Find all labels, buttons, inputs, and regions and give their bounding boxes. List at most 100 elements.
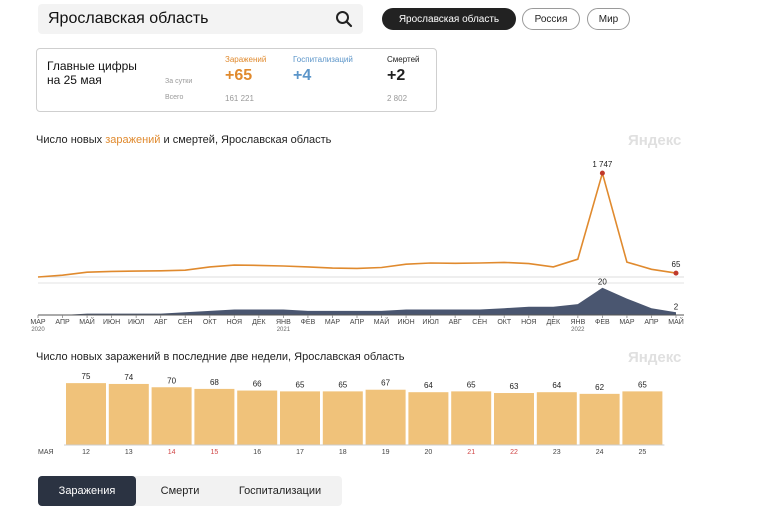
bar — [322, 391, 363, 445]
search-icon[interactable] — [335, 10, 353, 28]
day-label: 25 — [639, 449, 647, 456]
day-label: 14 — [168, 449, 176, 456]
region-button-yaroslavl[interactable]: Ярославская область — [382, 8, 516, 30]
bar — [408, 392, 449, 445]
chart2-svg: 75 12 74 13 70 14 68 15 66 16 65 17 65 18 67 19 64 20 65 21… — [38, 372, 665, 456]
last-point-infections — [673, 270, 679, 276]
row-label-daily: За сутки — [165, 78, 193, 85]
bar-value-label: 66 — [253, 380, 262, 389]
tab-deaths[interactable]: Смерти — [142, 476, 218, 506]
month-label: ЯНВ — [570, 319, 585, 326]
bar — [451, 391, 492, 445]
bar-value-label: 70 — [167, 376, 176, 385]
chart1-title-pre: Число новых — [36, 134, 106, 146]
month-label: ИЮЛ — [422, 319, 439, 326]
chart1-watermark: Яндекс — [628, 132, 682, 149]
stat-infections-total: 161 221 — [225, 94, 254, 103]
region-button-label: Россия — [534, 13, 568, 25]
stat-hospitalizations-label: Госпитализаций — [293, 55, 353, 64]
bar-value-label: 75 — [82, 372, 91, 381]
month-label: ИЮН — [397, 319, 414, 326]
stat-deaths-label: Смертей — [387, 55, 420, 64]
chart1-title-post: и смертей, Ярославская область — [160, 134, 332, 146]
peak-label-deaths: 20 — [598, 278, 607, 287]
month-label: ЯНВ — [276, 319, 291, 326]
month-label: АВГ — [154, 319, 167, 326]
bar — [494, 393, 534, 445]
month-label: МАР — [30, 319, 46, 326]
stat-hospitalizations-daily: +4 — [293, 67, 312, 84]
year-label: 2020 — [31, 327, 45, 333]
month-label: СЕН — [178, 319, 193, 326]
bar — [66, 383, 106, 445]
stat-infections-daily: +65 — [225, 67, 253, 84]
region-button-russia[interactable]: Россия — [522, 8, 580, 30]
month-label: АВГ — [449, 319, 462, 326]
stat-infections-label: Заражений — [225, 55, 267, 64]
series-line-infections — [37, 170, 677, 278]
day-label: 20 — [425, 449, 433, 456]
bar-value-label: 65 — [638, 380, 647, 389]
stat-deaths-daily: +2 — [387, 67, 406, 84]
year-label: 2022 — [571, 327, 585, 333]
peak-point-infections — [599, 170, 605, 176]
day-label: 13 — [125, 449, 133, 456]
day-label: 15 — [211, 449, 219, 456]
month-label: ИЮЛ — [128, 319, 145, 326]
tab-infections[interactable]: Заражения — [38, 476, 136, 506]
bar — [579, 393, 620, 445]
month-label: АПР — [55, 319, 70, 326]
bar — [365, 389, 406, 445]
region-button-world[interactable]: Мир — [587, 8, 630, 30]
month-label: ОКТ — [203, 319, 218, 326]
month-label: МАЯ — [38, 449, 54, 456]
series-area-deaths — [38, 287, 676, 315]
summary-title: Главные цифры на 25 мая — [47, 59, 137, 87]
day-label: 12 — [82, 449, 90, 456]
month-label: ФЕВ — [595, 319, 610, 326]
search-box[interactable]: Ярославская область — [38, 4, 363, 34]
bar — [108, 383, 149, 445]
month-label: ДЕК — [547, 319, 561, 326]
month-label: МАР — [325, 319, 341, 326]
chart2-watermark: Яндекс — [628, 349, 682, 366]
summary-title-line2: на 25 мая — [47, 73, 102, 87]
day-label: 17 — [296, 449, 304, 456]
search-input[interactable]: Ярославская область — [48, 10, 209, 27]
month-label: ФЕВ — [301, 319, 316, 326]
summary-card: Главные цифры на 25 мая За сутки Всего З… — [36, 48, 437, 112]
month-label: МАЙ — [668, 317, 684, 326]
month-label: АПР — [350, 319, 365, 326]
tab-infections-label: Заражения — [58, 485, 116, 497]
stat-infections: Заражений +65 161 221 — [225, 55, 266, 103]
bar — [280, 391, 320, 445]
bar-value-label: 64 — [552, 381, 561, 390]
bar-value-label: 68 — [210, 378, 219, 387]
bar-value-label: 67 — [381, 379, 390, 388]
bar-value-label: 65 — [467, 380, 476, 389]
day-label: 16 — [253, 449, 261, 456]
chart1-title-highlight: заражений — [105, 134, 161, 146]
day-label: 22 — [510, 449, 518, 456]
bar — [622, 391, 663, 445]
chart2-title: Число новых заражений в последние две не… — [36, 351, 405, 363]
region-button-label: Ярославская область — [398, 13, 500, 25]
day-label: 24 — [596, 449, 604, 456]
last-label-infections: 65 — [672, 260, 681, 269]
bar — [151, 387, 192, 445]
month-label: НОЯ — [227, 319, 242, 326]
bar-value-label: 62 — [595, 383, 604, 392]
bar — [536, 392, 577, 445]
tab-hospitalizations[interactable]: Госпитализации — [224, 476, 336, 506]
day-label: 23 — [553, 449, 561, 456]
bar-value-label: 63 — [510, 382, 519, 391]
tab-hospitalizations-label: Госпитализации — [238, 485, 322, 497]
metric-tabs: Заражения Смерти Госпитализации — [38, 476, 342, 506]
stat-deaths: Смертей +2 2 802 — [387, 55, 420, 103]
row-label-total: Всего — [165, 94, 184, 101]
month-label: НОЯ — [521, 319, 536, 326]
region-button-label: Мир — [598, 13, 619, 25]
day-label: 21 — [467, 449, 475, 456]
summary-title-line1: Главные цифры — [47, 59, 137, 73]
